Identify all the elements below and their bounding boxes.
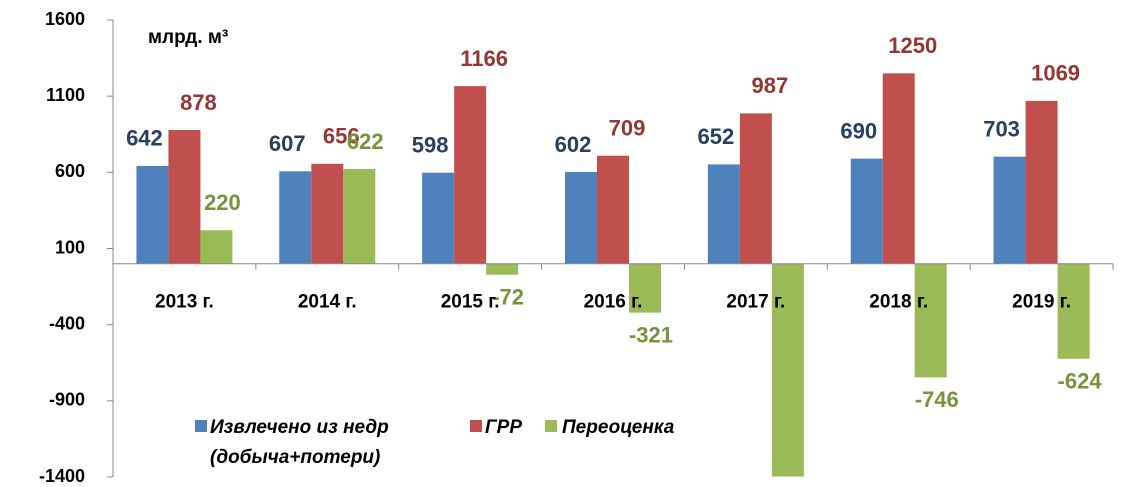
data-label: 607 bbox=[269, 131, 306, 156]
bar bbox=[771, 263, 804, 477]
bar bbox=[136, 165, 169, 264]
legend-swatch bbox=[195, 420, 207, 432]
y-tick-label: -1400 bbox=[39, 466, 85, 486]
legend-label: ГРР bbox=[485, 417, 523, 438]
data-label: -624 bbox=[1058, 369, 1103, 394]
data-label: 598 bbox=[412, 132, 449, 157]
x-tick-label: 2018 г. bbox=[869, 292, 928, 313]
x-tick-label: 2013 г. bbox=[155, 292, 214, 313]
data-label: 1166 bbox=[460, 46, 508, 71]
unit-label: млрд. м³ bbox=[148, 27, 228, 48]
x-tick-label: 2015 г. bbox=[441, 292, 500, 313]
data-label: 1069 bbox=[1031, 61, 1080, 86]
bar bbox=[565, 172, 597, 264]
bar bbox=[850, 158, 883, 264]
bar bbox=[707, 164, 740, 264]
bar bbox=[168, 129, 201, 264]
bar bbox=[486, 263, 519, 275]
y-tick-label: 600 bbox=[55, 161, 85, 181]
x-tick-label: 2014 г. bbox=[298, 292, 357, 313]
data-label: 220 bbox=[204, 190, 241, 215]
data-label: -72 bbox=[492, 285, 524, 310]
legend-label: Переоценка bbox=[562, 417, 675, 438]
data-label: 656 bbox=[323, 124, 360, 149]
data-label: 1250 bbox=[888, 33, 937, 58]
legend-label: Извлечено из недр (добыча+потери) bbox=[210, 417, 389, 468]
x-tick-label: 2019 г. bbox=[1012, 292, 1071, 313]
bar bbox=[597, 155, 629, 264]
bar bbox=[343, 168, 376, 264]
bar bbox=[1057, 263, 1090, 359]
bar bbox=[1025, 100, 1058, 264]
y-tick-label: 100 bbox=[55, 237, 85, 257]
legend-swatch bbox=[470, 420, 482, 432]
data-label: 690 bbox=[840, 118, 877, 143]
data-label: 602 bbox=[555, 132, 592, 157]
data-label: 652 bbox=[697, 124, 734, 149]
y-tick-label: -400 bbox=[49, 313, 85, 333]
bar bbox=[422, 172, 455, 264]
y-tick-label: 1100 bbox=[46, 85, 85, 105]
y-tick-label: -900 bbox=[49, 390, 85, 410]
data-label: 878 bbox=[180, 90, 217, 115]
bar bbox=[279, 171, 312, 264]
data-label: -321 bbox=[629, 322, 673, 347]
bar bbox=[914, 263, 947, 378]
bar bbox=[882, 73, 915, 264]
data-label: 703 bbox=[983, 116, 1020, 141]
legend-swatch bbox=[545, 420, 557, 432]
bar bbox=[454, 86, 487, 264]
bar bbox=[311, 163, 344, 264]
data-label: 622 bbox=[347, 129, 384, 154]
bar bbox=[629, 263, 661, 313]
bar bbox=[200, 230, 233, 264]
bar bbox=[993, 156, 1026, 264]
data-label: 709 bbox=[609, 116, 646, 141]
data-label: 642 bbox=[126, 126, 163, 151]
x-tick-label: 2017 г. bbox=[726, 292, 785, 313]
data-label: 987 bbox=[751, 73, 788, 98]
bar bbox=[739, 113, 772, 264]
y-tick-label: 1600 bbox=[45, 9, 85, 29]
x-tick-label: 2016 г. bbox=[584, 292, 643, 313]
data-label: -746 bbox=[915, 387, 959, 412]
